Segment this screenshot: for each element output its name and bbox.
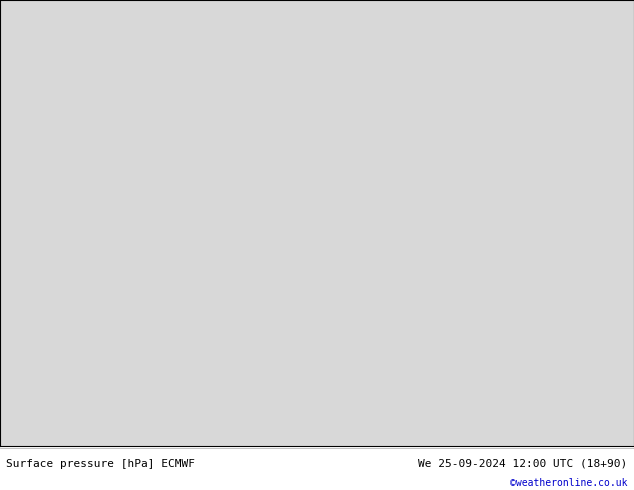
Text: ©weatheronline.co.uk: ©weatheronline.co.uk [510,478,628,489]
Text: We 25-09-2024 12:00 UTC (18+90): We 25-09-2024 12:00 UTC (18+90) [418,459,628,468]
Text: Surface pressure [hPa] ECMWF: Surface pressure [hPa] ECMWF [6,459,195,468]
